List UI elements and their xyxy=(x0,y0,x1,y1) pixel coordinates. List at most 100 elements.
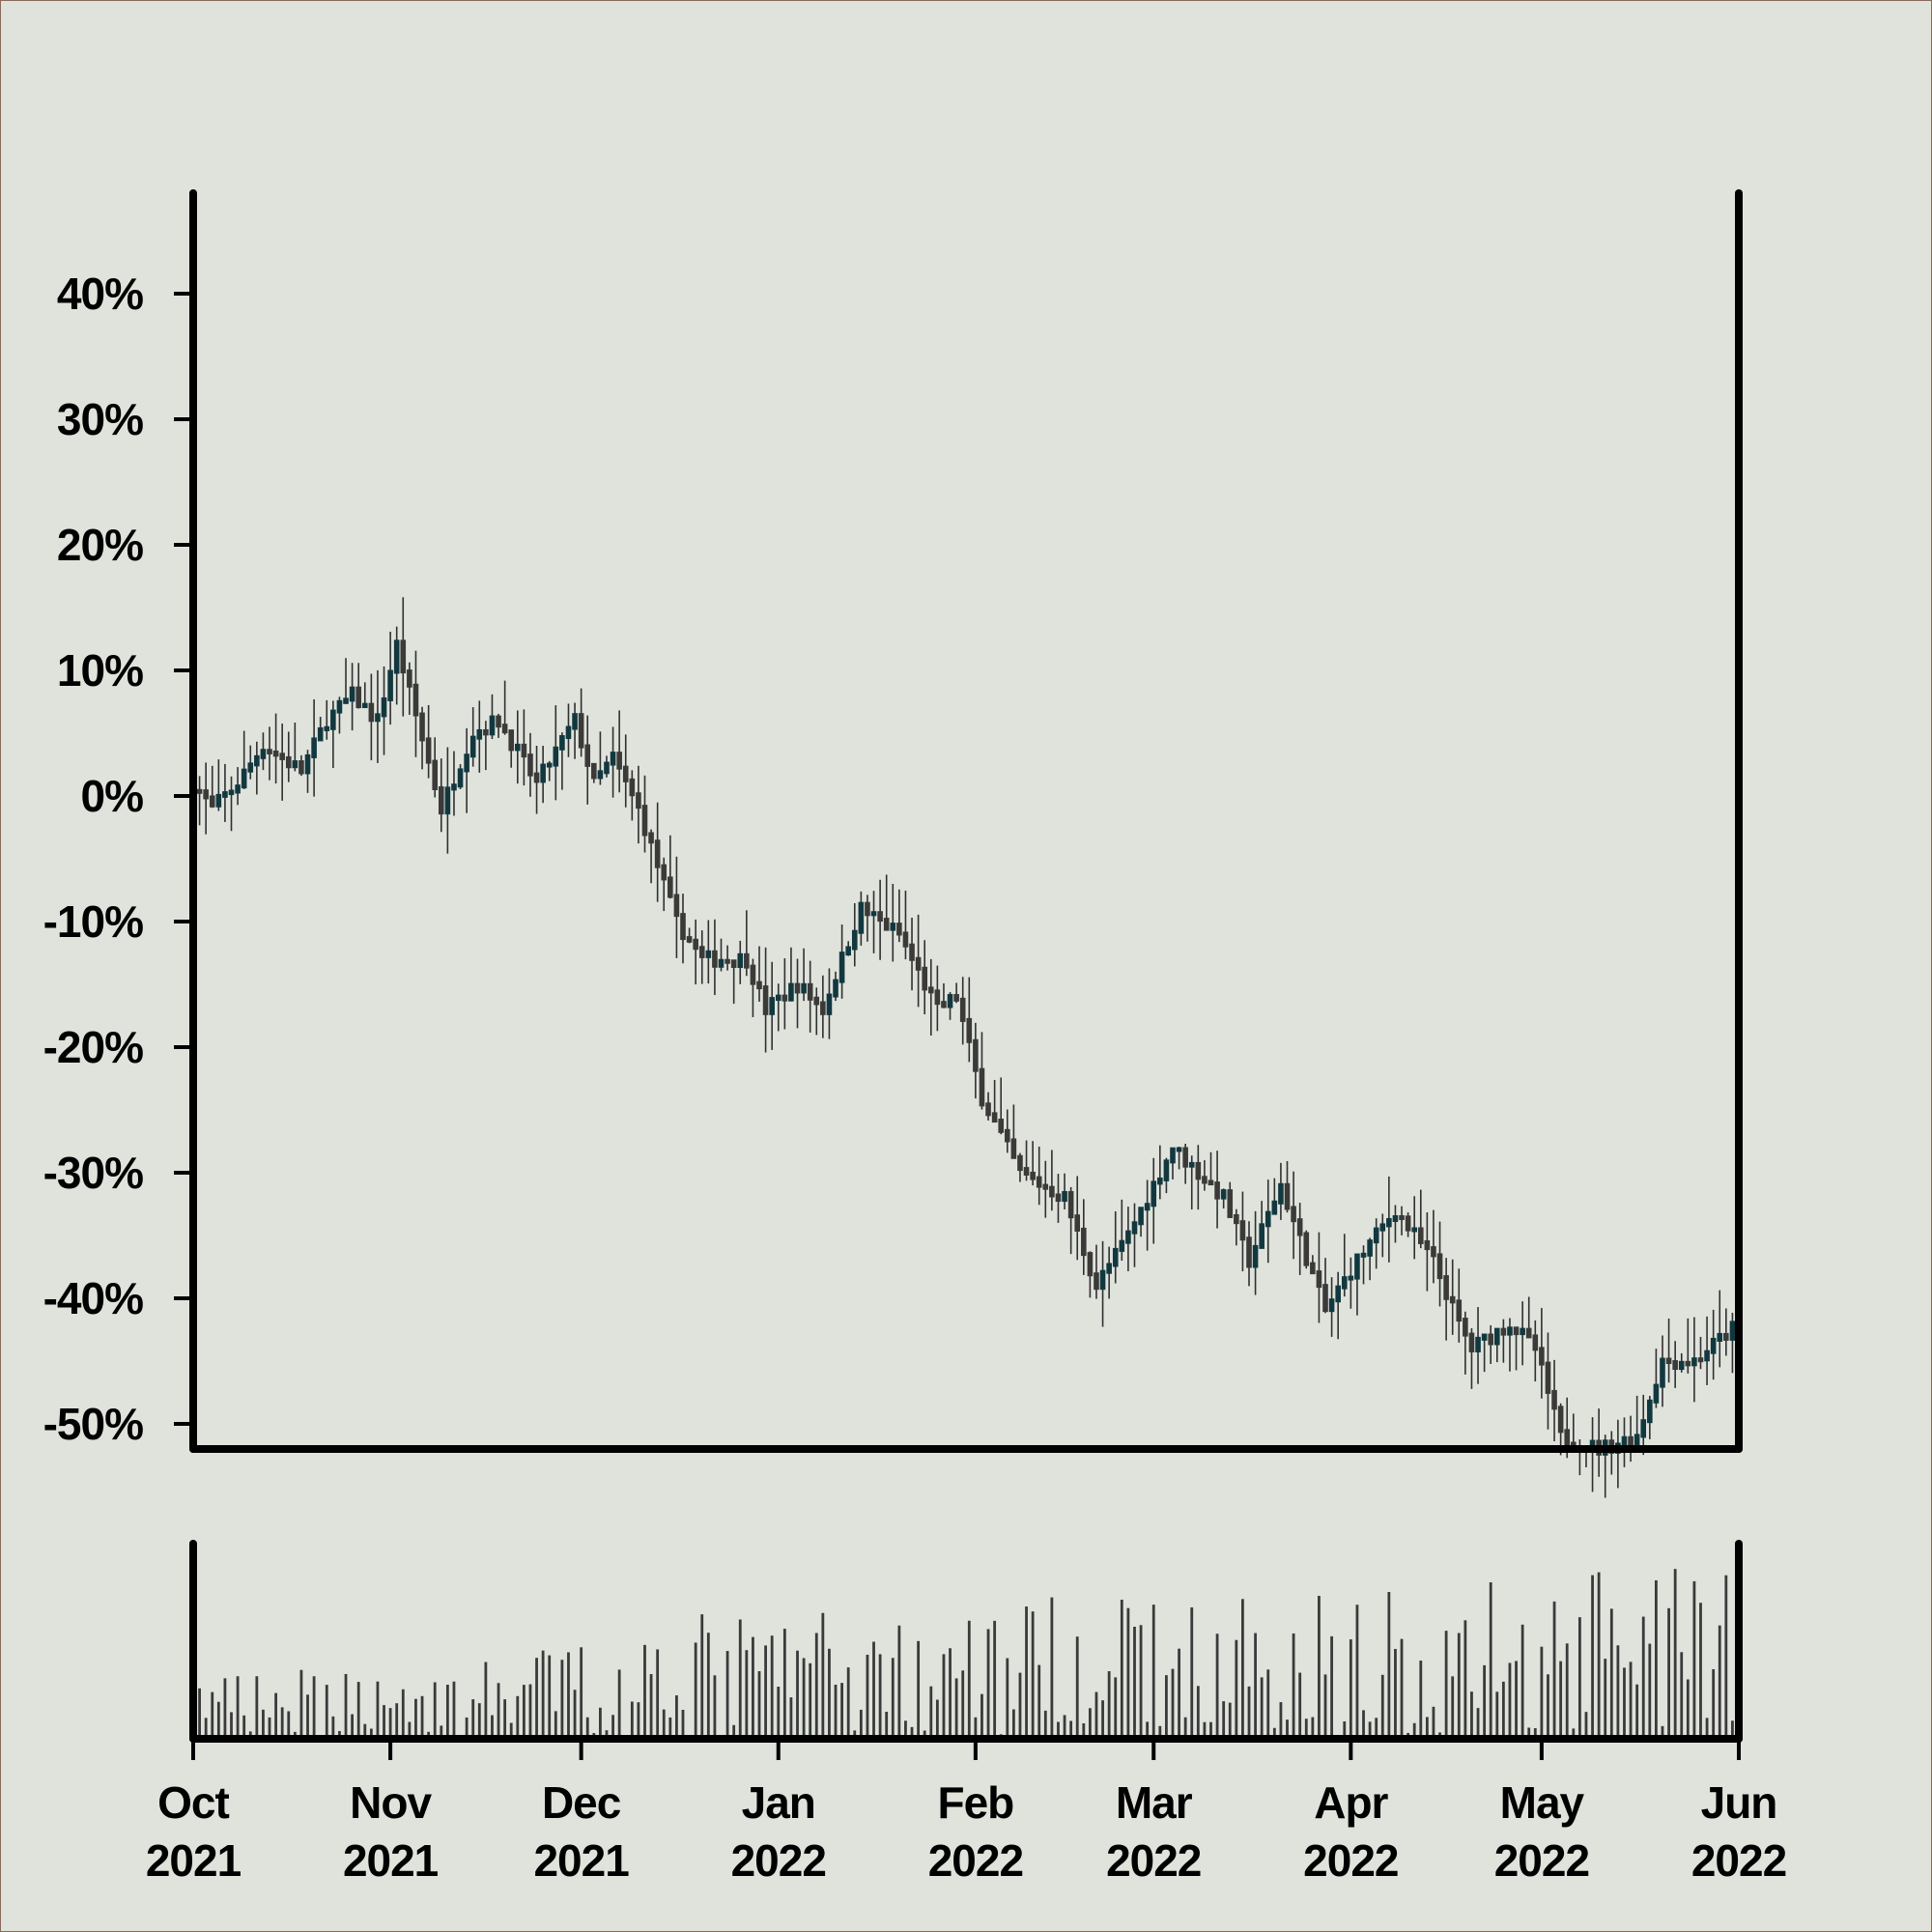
candle-body xyxy=(865,901,870,917)
candle-body xyxy=(1284,1182,1291,1210)
volume-bar xyxy=(1648,1643,1652,1739)
candle-body xyxy=(698,946,705,958)
volume-bar xyxy=(732,1724,736,1739)
volume-bar xyxy=(477,1703,481,1739)
volume-bar xyxy=(764,1645,767,1739)
candle-body xyxy=(744,952,750,969)
candle-body xyxy=(457,768,464,788)
volume-bar xyxy=(1222,1701,1226,1739)
candle-body xyxy=(1234,1213,1239,1225)
volume-bar xyxy=(656,1649,660,1739)
candle-body xyxy=(222,791,228,798)
candle-body xyxy=(368,702,375,723)
candle-body xyxy=(438,785,444,815)
candle-body xyxy=(1367,1239,1373,1257)
volume-bar xyxy=(211,1691,214,1739)
candle-body xyxy=(540,763,546,783)
candle-body xyxy=(1424,1239,1431,1251)
candle-body xyxy=(1710,1337,1717,1354)
volume-bar xyxy=(401,1689,405,1739)
candle-body xyxy=(387,669,393,701)
volume-bar xyxy=(782,1629,786,1739)
volume-bar xyxy=(1444,1631,1448,1739)
volume-bar xyxy=(236,1676,240,1739)
x-tick-year-label: 2022 xyxy=(928,1835,1023,1886)
candle-body xyxy=(444,786,451,815)
volume-bar xyxy=(344,1673,348,1739)
candle-body xyxy=(241,768,247,789)
candle-body xyxy=(1354,1253,1360,1280)
candle-body xyxy=(1564,1429,1571,1446)
candle-body xyxy=(412,683,419,717)
candle-body xyxy=(883,918,890,931)
volume-bar xyxy=(1641,1616,1645,1739)
candle-body xyxy=(464,753,469,773)
candle-body xyxy=(565,725,572,740)
candle-body xyxy=(336,699,343,714)
candle-body xyxy=(1227,1189,1234,1218)
volume-bar xyxy=(1552,1601,1556,1739)
x-tick-year-label: 2021 xyxy=(146,1835,242,1886)
candle-body xyxy=(496,715,501,728)
volume-bar xyxy=(1412,1722,1416,1739)
volume-bar xyxy=(1584,1712,1588,1739)
volume-bar xyxy=(242,1715,246,1739)
volume-bar xyxy=(910,1726,914,1739)
volume-bar xyxy=(967,1620,971,1739)
volume-bar xyxy=(796,1650,799,1739)
candle-body xyxy=(1322,1284,1328,1313)
candle-body xyxy=(1055,1193,1062,1203)
y-tick-label: 20% xyxy=(57,520,143,570)
volume-bar xyxy=(541,1650,545,1739)
y-tick-label: -20% xyxy=(43,1022,143,1072)
candle-body xyxy=(616,752,622,770)
candle-body xyxy=(1697,1357,1704,1363)
candle-body xyxy=(425,737,432,764)
candle-body xyxy=(1220,1189,1227,1200)
x-tick-year-label: 2021 xyxy=(343,1835,439,1886)
volume-bar xyxy=(1463,1620,1467,1739)
candle-body xyxy=(1208,1179,1214,1186)
volume-bar xyxy=(338,1730,341,1739)
candle-body xyxy=(890,923,896,931)
candle-body xyxy=(311,737,317,758)
candle-body xyxy=(973,1038,979,1072)
volume-bar xyxy=(789,1697,793,1739)
candle-body xyxy=(1087,1252,1094,1277)
candle-body xyxy=(668,876,673,898)
candle-body xyxy=(1030,1171,1036,1180)
volume-bar xyxy=(287,1711,291,1739)
volume-bar xyxy=(420,1695,424,1739)
volume-bar xyxy=(745,1650,749,1739)
y-axis-ticks: 40% 30% 20% 10% 0% -10% -20% -30% -40% -50% xyxy=(43,269,193,1449)
candle-body xyxy=(361,702,368,709)
volume-bar xyxy=(1375,1718,1378,1739)
candle-body xyxy=(1062,1191,1067,1203)
volume-bar xyxy=(1686,1679,1690,1739)
volume-panel xyxy=(189,1540,1743,1743)
volume-bar xyxy=(1635,1684,1639,1739)
x-tick-month-label: Nov xyxy=(350,1777,432,1828)
candle-body xyxy=(1488,1333,1494,1346)
candle-body xyxy=(947,994,953,1009)
candle-body xyxy=(838,952,845,983)
volume-bar xyxy=(1088,1708,1092,1739)
volume-bar xyxy=(440,1725,443,1739)
candle-body xyxy=(432,759,439,790)
candle-body xyxy=(304,753,311,775)
volume-bar xyxy=(1279,1702,1283,1739)
volume-bar xyxy=(567,1652,570,1739)
volume-bar xyxy=(821,1612,825,1739)
candle-body xyxy=(1348,1275,1354,1281)
volume-bar xyxy=(1196,1686,1200,1739)
candle-body xyxy=(1463,1318,1468,1337)
candle-body xyxy=(1112,1247,1119,1267)
y-tick-label: -10% xyxy=(43,896,143,947)
volume-bar xyxy=(408,1721,412,1739)
volume-bar xyxy=(891,1658,895,1739)
x-tick-year-label: 2022 xyxy=(1494,1835,1589,1886)
candle-body xyxy=(1539,1347,1545,1366)
volume-bar xyxy=(993,1620,997,1739)
candle-body xyxy=(858,901,865,934)
volume-bar xyxy=(725,1651,729,1739)
